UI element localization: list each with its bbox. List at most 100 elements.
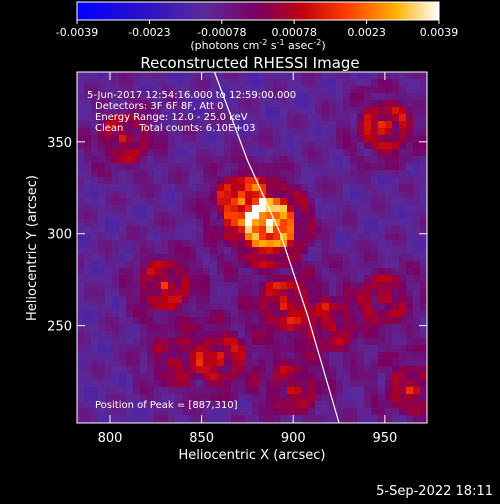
heatmap-cell <box>126 275 133 282</box>
heatmap-cell <box>217 93 224 100</box>
heatmap-cell <box>112 261 119 268</box>
heatmap-cell <box>252 219 259 226</box>
heatmap-cell <box>196 226 203 233</box>
heatmap-cell <box>252 114 259 121</box>
heatmap-cell <box>315 345 322 352</box>
heatmap-cell <box>350 205 357 212</box>
heatmap-cell <box>259 394 266 401</box>
heatmap-cell <box>133 219 140 226</box>
heatmap-cell <box>140 100 147 107</box>
heatmap-cell <box>210 387 217 394</box>
heatmap-cell <box>301 114 308 121</box>
heatmap-cell <box>252 226 259 233</box>
heatmap-cell <box>210 198 217 205</box>
heatmap-cell <box>217 324 224 331</box>
heatmap-cell <box>147 261 154 268</box>
heatmap-cell <box>238 205 245 212</box>
heatmap-cell <box>133 324 140 331</box>
heatmap-cell <box>91 401 98 408</box>
heatmap-cell <box>238 310 245 317</box>
heatmap-cell <box>126 240 133 247</box>
heatmap-cell <box>420 177 427 184</box>
heatmap-cell <box>315 331 322 338</box>
heatmap-cell <box>161 219 168 226</box>
heatmap-cell <box>301 394 308 401</box>
heatmap-cell <box>105 79 112 86</box>
y-tick-label: 250 <box>47 320 72 335</box>
heatmap-cell <box>105 254 112 261</box>
heatmap-cell <box>322 233 329 240</box>
heatmap-cell <box>182 226 189 233</box>
heatmap-cell <box>112 114 119 121</box>
heatmap-cell <box>392 415 399 422</box>
heatmap-cell <box>161 100 168 107</box>
heatmap-cell <box>147 247 154 254</box>
heatmap-cell <box>161 380 168 387</box>
heatmap-cell <box>301 415 308 422</box>
heatmap-cell <box>399 93 406 100</box>
heatmap-cell <box>224 408 231 415</box>
heatmap-cell <box>175 338 182 345</box>
heatmap-cell <box>378 86 385 93</box>
heatmap-cell <box>315 72 322 79</box>
heatmap-cell <box>98 177 105 184</box>
heatmap-cell <box>329 233 336 240</box>
heatmap-cell <box>343 121 350 128</box>
heatmap-cell <box>294 170 301 177</box>
heatmap-cell <box>357 296 364 303</box>
heatmap-cell <box>406 233 413 240</box>
heatmap-cell <box>231 93 238 100</box>
heatmap-cell <box>392 303 399 310</box>
heatmap-cell <box>392 191 399 198</box>
heatmap-cell <box>259 135 266 142</box>
heatmap-cell <box>154 261 161 268</box>
heatmap-cell <box>378 121 385 128</box>
heatmap-cell <box>308 317 315 324</box>
heatmap-cell <box>98 366 105 373</box>
heatmap-cell <box>196 317 203 324</box>
heatmap-cell <box>294 128 301 135</box>
heatmap-cell <box>266 331 273 338</box>
heatmap-cell <box>224 275 231 282</box>
heatmap-cell <box>406 128 413 135</box>
heatmap-cell <box>406 79 413 86</box>
heatmap-cell <box>112 128 119 135</box>
heatmap-cell <box>406 226 413 233</box>
heatmap-cell <box>238 198 245 205</box>
heatmap-cell <box>252 254 259 261</box>
heatmap-cell <box>182 366 189 373</box>
heatmap-cell <box>119 415 126 422</box>
heatmap-cell <box>126 100 133 107</box>
heatmap-cell <box>259 366 266 373</box>
heatmap-cell <box>280 401 287 408</box>
heatmap-cell <box>413 373 420 380</box>
heatmap-cell <box>336 198 343 205</box>
heatmap-cell <box>231 387 238 394</box>
colorbar-ticks: -0.0039 -0.0023 -0.00078 0.00078 0.0023 0.003… <box>56 20 458 39</box>
heatmap-cell <box>140 247 147 254</box>
heatmap-cell <box>105 345 112 352</box>
heatmap-cell <box>238 254 245 261</box>
heatmap-cell <box>336 212 343 219</box>
heatmap-cell <box>168 156 175 163</box>
heatmap-cell <box>357 205 364 212</box>
heatmap-cell <box>189 380 196 387</box>
heatmap-cell <box>301 338 308 345</box>
heatmap-cell <box>182 149 189 156</box>
heatmap-cell <box>119 114 126 121</box>
heatmap-cell <box>315 289 322 296</box>
heatmap-cell <box>259 310 266 317</box>
heatmap-cell <box>322 359 329 366</box>
heatmap-cell <box>189 282 196 289</box>
heatmap-cell <box>266 268 273 275</box>
heatmap-cell <box>294 331 301 338</box>
heatmap-cell <box>329 296 336 303</box>
heatmap-cell <box>413 275 420 282</box>
heatmap-cell <box>315 352 322 359</box>
heatmap-cell <box>371 324 378 331</box>
heatmap-cell <box>420 135 427 142</box>
heatmap-cell <box>413 317 420 324</box>
heatmap-cell <box>315 128 322 135</box>
heatmap-cell <box>280 275 287 282</box>
